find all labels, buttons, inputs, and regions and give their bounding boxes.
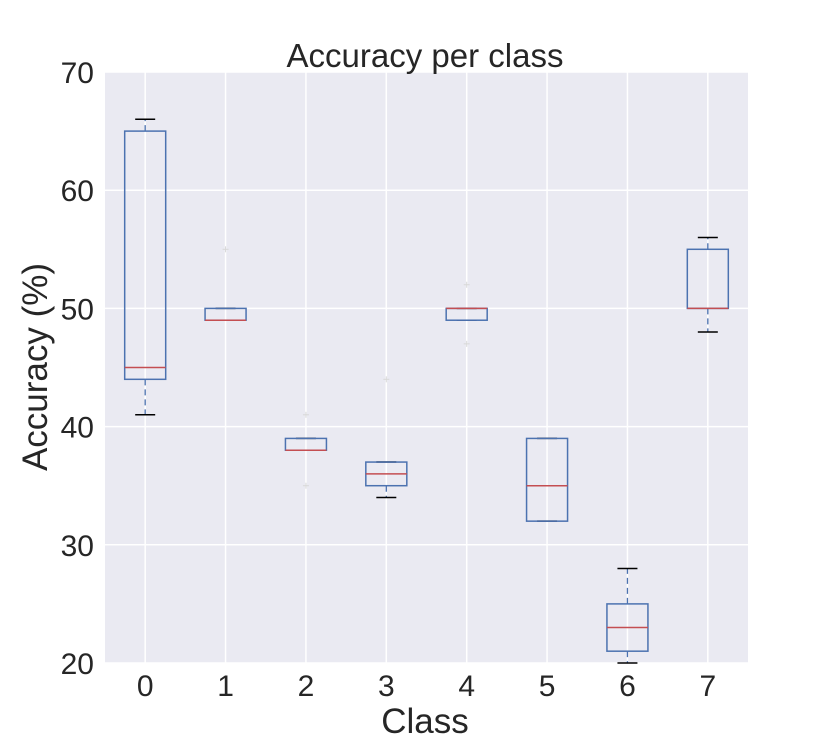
x-tick-label: 1 xyxy=(217,670,234,703)
box-class-0 xyxy=(123,118,167,416)
x-tick-labels: 0 1 2 3 4 5 6 7 xyxy=(137,670,716,703)
box-class-2 xyxy=(284,411,328,489)
box-class-5 xyxy=(525,437,569,522)
x-tick-label: 2 xyxy=(298,670,315,703)
y-tick-label: 20 xyxy=(61,648,94,681)
x-tick-label: 4 xyxy=(458,670,475,703)
box-iqr xyxy=(525,437,569,522)
box-iqr xyxy=(123,130,167,381)
box-class-1 xyxy=(204,246,247,321)
box-class-4 xyxy=(445,281,488,347)
box-class-6 xyxy=(606,567,649,664)
y-tick-label: 60 xyxy=(61,175,94,208)
y-axis-label: Accuracy (%) xyxy=(16,263,55,471)
y-tick-label: 50 xyxy=(61,293,94,326)
box-class-3 xyxy=(365,376,408,499)
boxes xyxy=(123,118,730,664)
x-tick-label: 7 xyxy=(699,670,716,703)
y-tick-label: 30 xyxy=(61,530,94,563)
chart-title: Accuracy per class xyxy=(287,37,564,74)
x-tick-label: 5 xyxy=(539,670,556,703)
grid-lines xyxy=(105,71,748,664)
x-tick-label: 3 xyxy=(378,670,395,703)
box-class-7 xyxy=(686,236,730,333)
x-tick-label: 0 xyxy=(137,670,154,703)
x-axis-label: Class xyxy=(381,702,469,738)
x-tick-label: 6 xyxy=(619,670,636,703)
y-tick-labels: 20 30 40 50 60 70 xyxy=(61,57,94,681)
y-tick-label: 40 xyxy=(61,412,94,445)
plot-area xyxy=(105,72,748,663)
y-tick-label: 70 xyxy=(61,57,94,90)
